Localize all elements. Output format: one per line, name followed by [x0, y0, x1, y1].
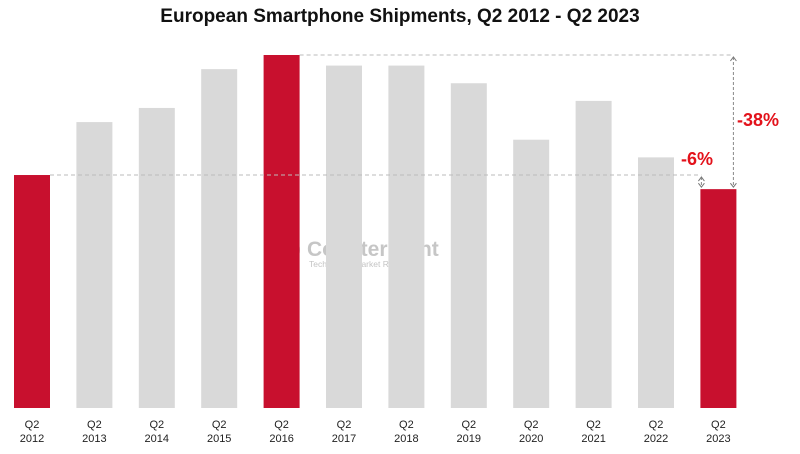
x-tick-label: 2023: [706, 433, 730, 445]
change-label: -6%: [681, 149, 713, 169]
chart-title: European Smartphone Shipments, Q2 2012 -…: [160, 6, 640, 27]
x-tick-label: Q2: [149, 419, 164, 431]
bar-q2-2016: [263, 55, 300, 408]
bar-q2-2018: [388, 65, 425, 408]
x-tick-label: 2015: [207, 433, 231, 445]
x-tick-label: Q2: [25, 419, 40, 431]
bar-q2-2020: [513, 139, 550, 408]
x-tick-label: 2016: [269, 433, 293, 445]
change-label: -38%: [737, 110, 779, 130]
bar-q2-2013: [76, 122, 113, 408]
x-tick-label: Q2: [212, 419, 227, 431]
x-tick-label: 2020: [519, 433, 543, 445]
x-tick-label: Q2: [524, 419, 539, 431]
watermark-tagline: Technology Market Research: [309, 259, 419, 269]
x-tick-label: Q2: [711, 419, 726, 431]
arrow-heads-icon: [698, 176, 705, 188]
bar-q2-2023: [700, 189, 737, 408]
bar-q2-2019: [450, 83, 487, 409]
bar-q2-2014: [138, 107, 175, 408]
x-tick-label: Q2: [337, 419, 352, 431]
bar-q2-2012: [14, 175, 50, 408]
x-tick-label: 2014: [145, 433, 169, 445]
x-tick-label: 2022: [644, 433, 668, 445]
x-tick-label: 2019: [457, 433, 481, 445]
bar-q2-2015: [201, 69, 238, 409]
bar-q2-2022: [638, 157, 674, 408]
x-tick-label: 2013: [82, 433, 106, 445]
x-tick-label: Q2: [274, 419, 289, 431]
arrow-heads-icon: [730, 56, 737, 188]
x-tick-label: Q2: [586, 419, 601, 431]
x-tick-label: Q2: [87, 419, 102, 431]
x-tick-label: 2018: [394, 433, 418, 445]
bar-q2-2021: [575, 100, 612, 408]
x-tick-label: 2021: [581, 433, 605, 445]
x-tick-label: Q2: [649, 419, 664, 431]
bar-q2-2017: [326, 65, 362, 408]
x-tick-label: 2017: [332, 433, 356, 445]
x-tick-label: Q2: [399, 419, 414, 431]
x-tick-label: Q2: [461, 419, 476, 431]
x-tick-label: 2012: [20, 433, 44, 445]
